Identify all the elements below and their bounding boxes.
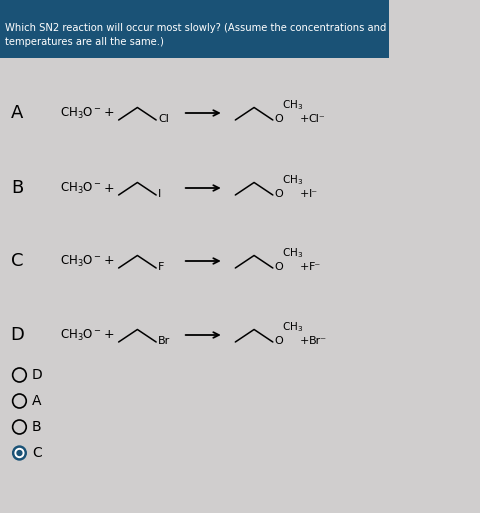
Text: $\mathregular{CH_3}$: $\mathregular{CH_3}$	[282, 98, 303, 112]
Circle shape	[12, 446, 26, 460]
Text: +: +	[300, 189, 310, 199]
Text: $\mathregular{CH_3O^-}$: $\mathregular{CH_3O^-}$	[60, 253, 102, 268]
FancyBboxPatch shape	[0, 0, 389, 58]
Text: Cl⁻: Cl⁻	[309, 114, 325, 124]
Text: C: C	[11, 252, 24, 270]
Text: A: A	[12, 104, 24, 122]
Text: $\mathregular{CH_3O^-}$: $\mathregular{CH_3O^-}$	[60, 106, 102, 121]
Text: +: +	[104, 182, 114, 194]
Text: F⁻: F⁻	[309, 262, 321, 272]
Text: B: B	[32, 420, 42, 434]
Text: O: O	[275, 262, 284, 272]
Text: O: O	[275, 336, 284, 346]
Text: B: B	[12, 179, 24, 197]
Text: Br: Br	[158, 336, 170, 346]
Text: I: I	[158, 189, 161, 199]
Text: O: O	[275, 114, 284, 124]
Text: F: F	[158, 262, 165, 272]
Text: Cl: Cl	[158, 114, 169, 124]
Text: $\mathregular{CH_3}$: $\mathregular{CH_3}$	[282, 246, 303, 260]
Text: +: +	[104, 107, 114, 120]
Text: D: D	[11, 326, 24, 344]
Text: +: +	[300, 114, 310, 124]
Text: +: +	[300, 336, 310, 346]
Text: C: C	[32, 446, 42, 460]
Text: $\mathregular{CH_3O^-}$: $\mathregular{CH_3O^-}$	[60, 181, 102, 195]
Circle shape	[15, 448, 24, 458]
Text: O: O	[275, 189, 284, 199]
Text: Br⁻: Br⁻	[309, 336, 327, 346]
Text: +: +	[104, 254, 114, 267]
Text: A: A	[32, 394, 42, 408]
Text: $\mathregular{CH_3}$: $\mathregular{CH_3}$	[282, 320, 303, 334]
Text: $\mathregular{CH_3}$: $\mathregular{CH_3}$	[282, 173, 303, 187]
Circle shape	[17, 450, 22, 456]
Text: I⁻: I⁻	[309, 189, 318, 199]
Text: Which SN2 reaction will occur most slowly? (Assume the concentrations and
temper: Which SN2 reaction will occur most slowl…	[5, 23, 386, 47]
Text: D: D	[32, 368, 43, 382]
Text: +: +	[300, 262, 310, 272]
Text: +: +	[104, 328, 114, 342]
Text: $\mathregular{CH_3O^-}$: $\mathregular{CH_3O^-}$	[60, 327, 102, 343]
